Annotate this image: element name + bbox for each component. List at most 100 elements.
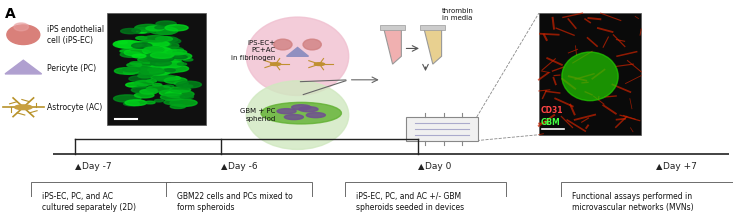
Circle shape bbox=[131, 43, 152, 48]
Circle shape bbox=[160, 54, 176, 58]
Ellipse shape bbox=[303, 39, 321, 50]
Circle shape bbox=[148, 55, 174, 62]
Circle shape bbox=[126, 83, 143, 87]
Circle shape bbox=[158, 51, 184, 58]
Circle shape bbox=[164, 67, 178, 71]
Polygon shape bbox=[5, 60, 42, 74]
Circle shape bbox=[153, 50, 167, 54]
Text: Day -6: Day -6 bbox=[228, 162, 258, 171]
Text: Day 0: Day 0 bbox=[426, 162, 452, 171]
Text: A: A bbox=[5, 7, 16, 21]
Ellipse shape bbox=[247, 17, 349, 95]
Circle shape bbox=[140, 89, 157, 94]
Circle shape bbox=[156, 21, 176, 26]
Text: iPS-EC+
PC+AC
in fibrinogen: iPS-EC+ PC+AC in fibrinogen bbox=[231, 40, 275, 61]
FancyBboxPatch shape bbox=[421, 25, 446, 30]
Polygon shape bbox=[384, 29, 401, 64]
Circle shape bbox=[132, 54, 146, 58]
Circle shape bbox=[166, 50, 176, 53]
Circle shape bbox=[142, 66, 159, 71]
Circle shape bbox=[159, 43, 171, 46]
Circle shape bbox=[131, 66, 161, 74]
Polygon shape bbox=[286, 48, 308, 56]
Circle shape bbox=[148, 41, 170, 47]
Circle shape bbox=[145, 88, 157, 92]
Circle shape bbox=[161, 68, 175, 72]
Text: ▲: ▲ bbox=[221, 162, 228, 171]
FancyBboxPatch shape bbox=[166, 182, 312, 209]
Circle shape bbox=[291, 105, 310, 110]
Text: iPS-EC, PC, and AC +/- GBM
spheroids seeded in devices: iPS-EC, PC, and AC +/- GBM spheroids see… bbox=[356, 192, 464, 212]
Circle shape bbox=[277, 109, 296, 114]
Circle shape bbox=[138, 56, 165, 63]
Circle shape bbox=[261, 102, 341, 124]
Circle shape bbox=[145, 101, 155, 104]
Circle shape bbox=[270, 63, 280, 65]
Circle shape bbox=[153, 83, 161, 86]
Circle shape bbox=[184, 85, 193, 87]
Circle shape bbox=[130, 62, 141, 65]
Text: thrombin
in media: thrombin in media bbox=[442, 8, 473, 21]
Circle shape bbox=[154, 75, 175, 81]
Circle shape bbox=[146, 80, 156, 82]
Circle shape bbox=[160, 47, 184, 53]
Circle shape bbox=[114, 95, 141, 102]
Circle shape bbox=[147, 43, 156, 46]
Circle shape bbox=[136, 37, 147, 40]
FancyBboxPatch shape bbox=[406, 117, 478, 141]
Circle shape bbox=[170, 104, 186, 108]
Circle shape bbox=[164, 85, 174, 88]
Circle shape bbox=[167, 76, 181, 80]
Circle shape bbox=[146, 26, 164, 31]
Circle shape bbox=[127, 70, 142, 74]
Ellipse shape bbox=[247, 81, 349, 149]
Circle shape bbox=[174, 82, 188, 85]
Circle shape bbox=[150, 42, 179, 50]
Text: CD31: CD31 bbox=[540, 106, 563, 115]
Circle shape bbox=[127, 63, 142, 67]
Circle shape bbox=[157, 67, 179, 73]
Circle shape bbox=[165, 53, 192, 60]
FancyBboxPatch shape bbox=[31, 182, 170, 209]
Circle shape bbox=[176, 81, 201, 88]
FancyBboxPatch shape bbox=[345, 182, 506, 209]
Circle shape bbox=[142, 47, 164, 53]
Circle shape bbox=[159, 58, 181, 64]
Circle shape bbox=[156, 68, 166, 70]
Circle shape bbox=[140, 90, 154, 93]
Circle shape bbox=[178, 63, 186, 65]
Circle shape bbox=[158, 66, 177, 71]
Circle shape bbox=[148, 68, 159, 71]
Circle shape bbox=[137, 40, 161, 47]
Circle shape bbox=[165, 90, 194, 98]
Circle shape bbox=[120, 50, 130, 52]
Circle shape bbox=[163, 65, 189, 72]
Circle shape bbox=[120, 52, 141, 57]
Circle shape bbox=[124, 49, 150, 56]
Circle shape bbox=[164, 100, 183, 105]
Circle shape bbox=[138, 74, 152, 78]
Text: GBM: GBM bbox=[540, 118, 560, 127]
Circle shape bbox=[306, 113, 325, 118]
Circle shape bbox=[148, 51, 170, 58]
Circle shape bbox=[150, 52, 174, 58]
Text: ▲: ▲ bbox=[656, 162, 662, 171]
Circle shape bbox=[299, 107, 318, 112]
Circle shape bbox=[123, 70, 136, 73]
Circle shape bbox=[131, 65, 147, 70]
Circle shape bbox=[150, 70, 170, 75]
Circle shape bbox=[144, 47, 164, 52]
Circle shape bbox=[148, 54, 156, 56]
Circle shape bbox=[151, 65, 167, 69]
Circle shape bbox=[147, 85, 171, 92]
Ellipse shape bbox=[274, 39, 292, 50]
Text: ▲: ▲ bbox=[75, 162, 81, 171]
Circle shape bbox=[115, 68, 139, 74]
Circle shape bbox=[161, 94, 184, 100]
Circle shape bbox=[150, 75, 169, 80]
Circle shape bbox=[156, 37, 172, 41]
Circle shape bbox=[154, 100, 164, 102]
Circle shape bbox=[120, 28, 140, 34]
Circle shape bbox=[170, 99, 197, 107]
Circle shape bbox=[15, 105, 32, 110]
